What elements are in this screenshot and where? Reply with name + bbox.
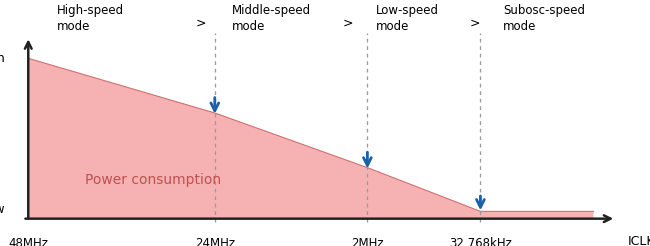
Text: Middle-speed
mode: Middle-speed mode: [232, 4, 311, 33]
Text: 48MHz: 48MHz: [8, 237, 48, 246]
Text: >: >: [343, 16, 353, 30]
Text: >: >: [469, 16, 480, 30]
Text: High: High: [0, 52, 6, 65]
Text: 32.768kHz: 32.768kHz: [449, 237, 512, 246]
Text: 24MHz: 24MHz: [195, 237, 235, 246]
Polygon shape: [28, 58, 593, 219]
Text: Power consumption: Power consumption: [84, 173, 221, 187]
Text: ICLK: ICLK: [627, 235, 650, 246]
Text: >: >: [196, 16, 206, 30]
Text: High-speed
mode: High-speed mode: [57, 4, 124, 33]
Text: Low-speed
mode: Low-speed mode: [376, 4, 439, 33]
Text: Subosc-speed
mode: Subosc-speed mode: [503, 4, 585, 33]
Text: Low: Low: [0, 203, 6, 216]
Text: 2MHz: 2MHz: [351, 237, 383, 246]
